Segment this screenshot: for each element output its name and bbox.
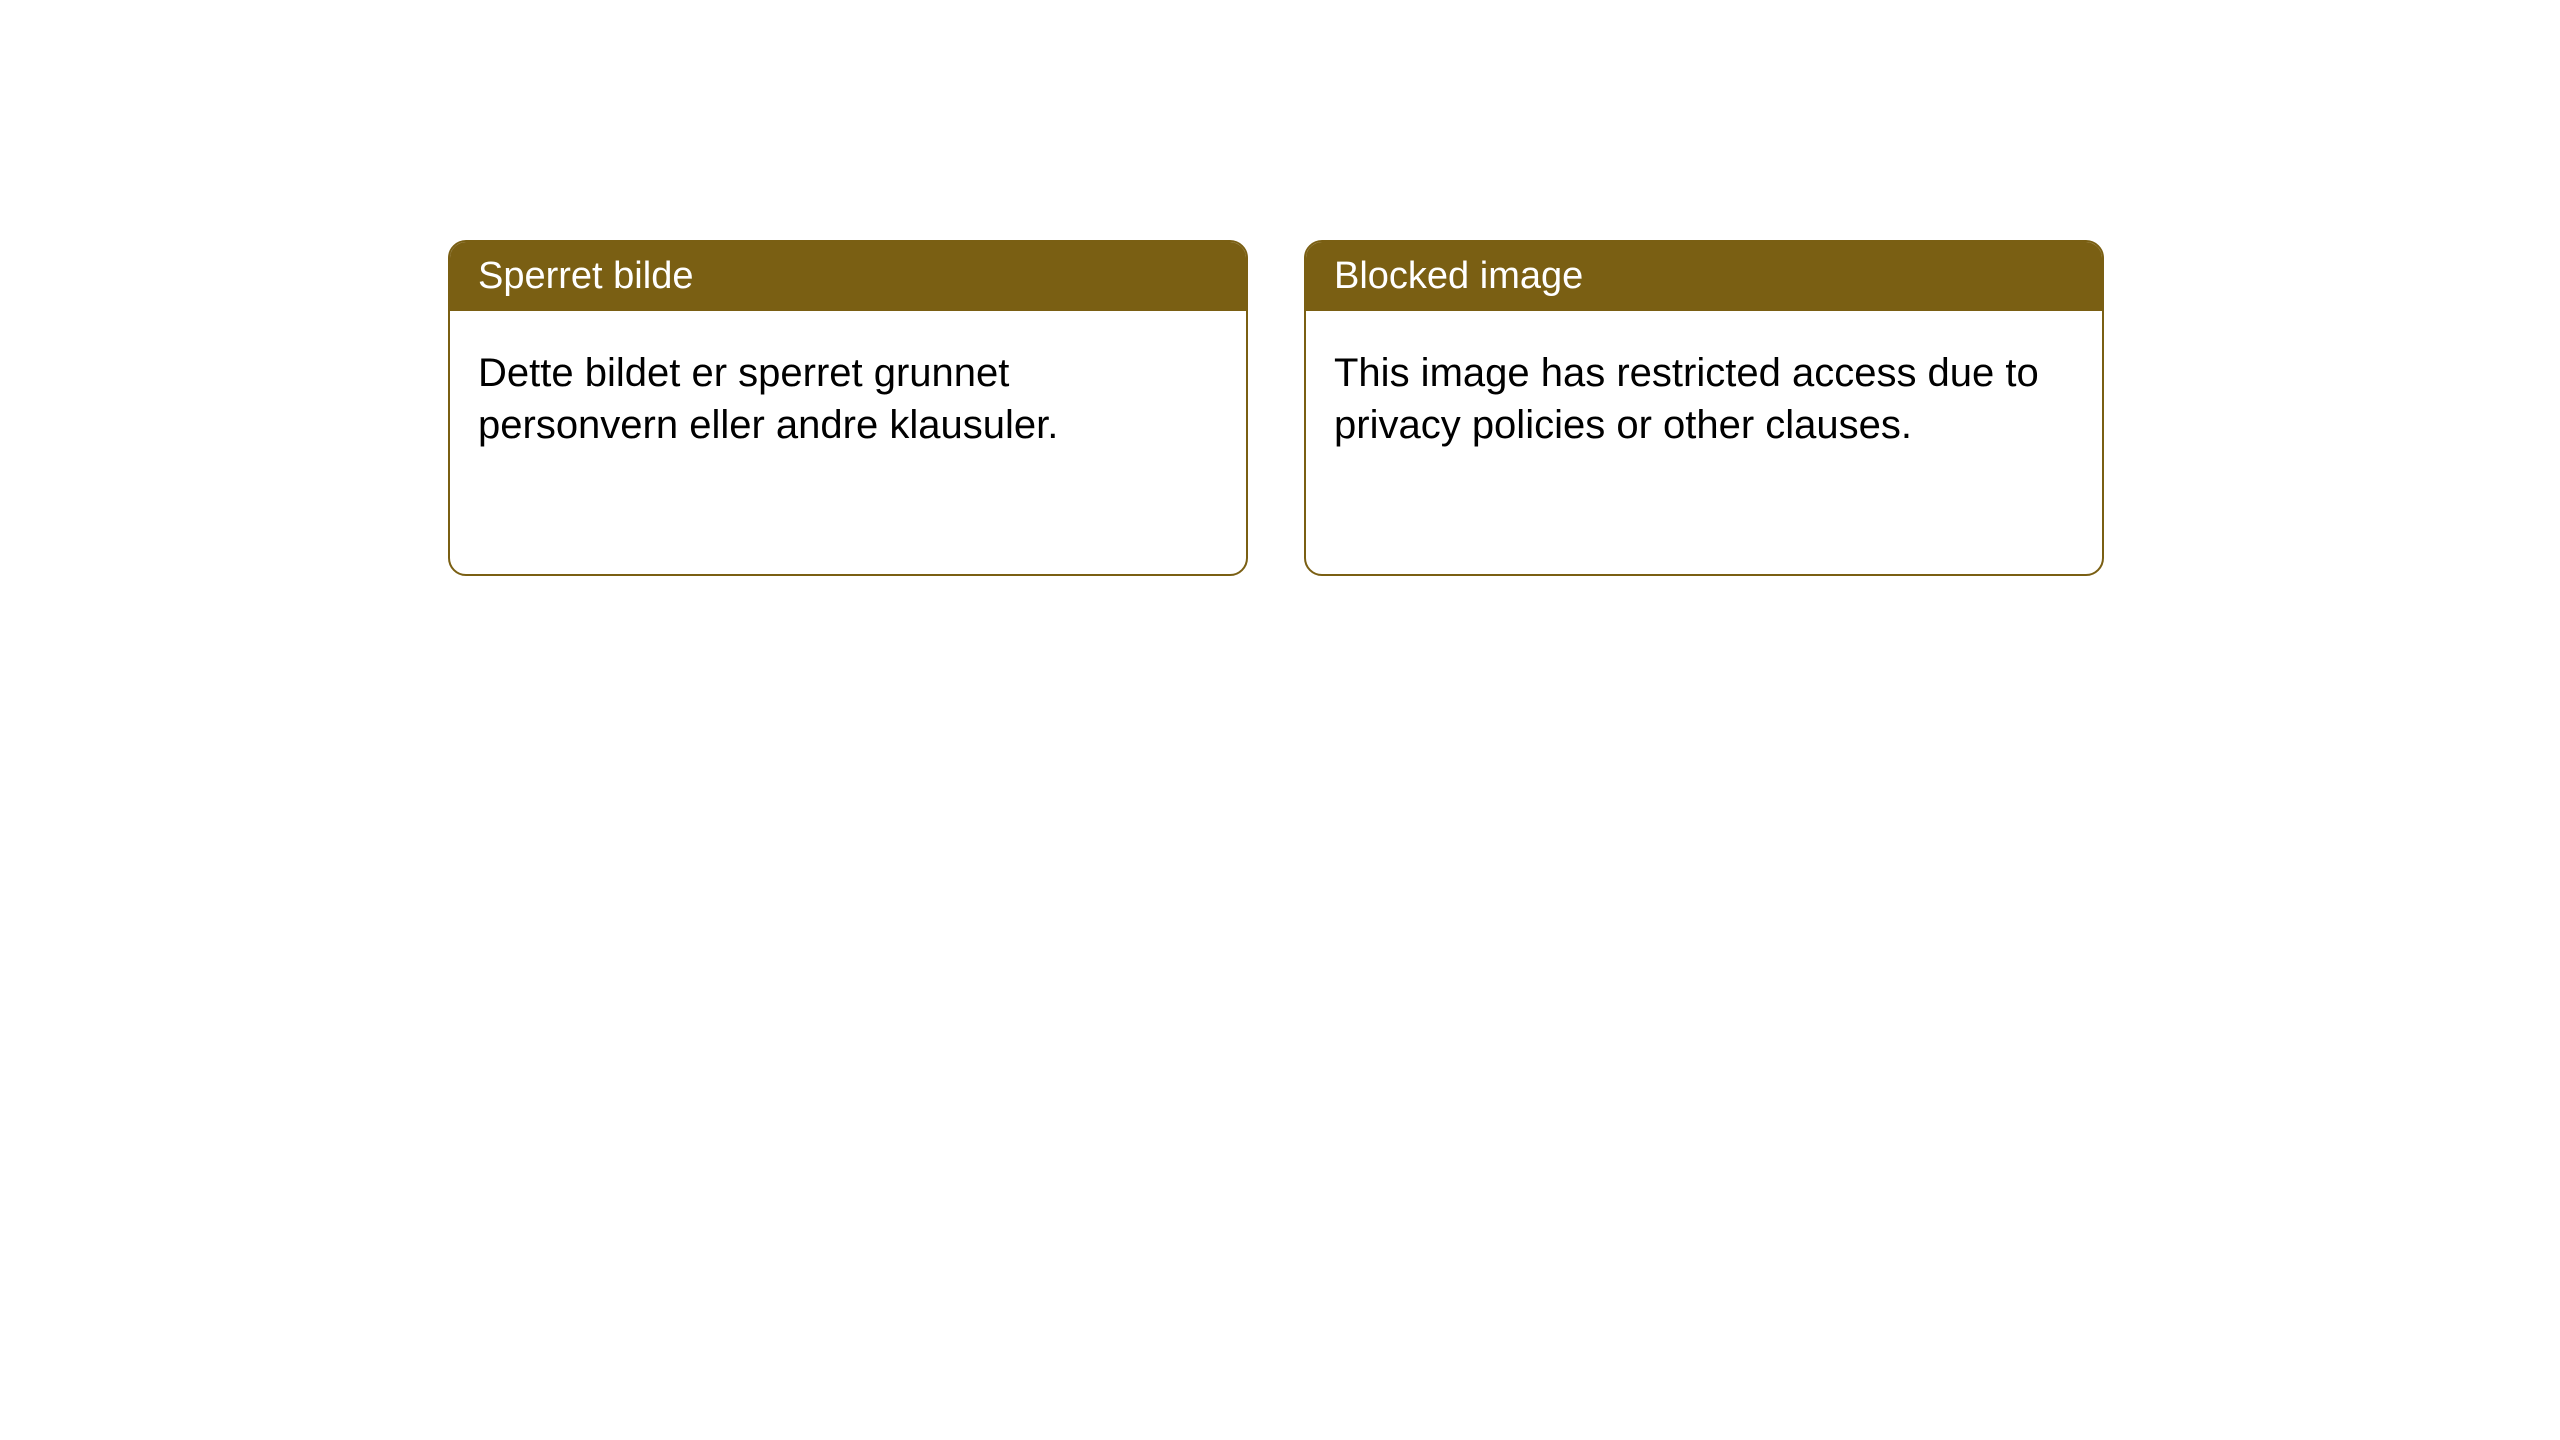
notice-card-english: Blocked image This image has restricted … <box>1304 240 2104 576</box>
notice-container: Sperret bilde Dette bildet er sperret gr… <box>0 0 2560 576</box>
notice-card-norwegian: Sperret bilde Dette bildet er sperret gr… <box>448 240 1248 576</box>
card-title: Blocked image <box>1306 242 2102 311</box>
card-title: Sperret bilde <box>450 242 1246 311</box>
card-body: This image has restricted access due to … <box>1306 311 2102 487</box>
card-body: Dette bildet er sperret grunnet personve… <box>450 311 1246 487</box>
